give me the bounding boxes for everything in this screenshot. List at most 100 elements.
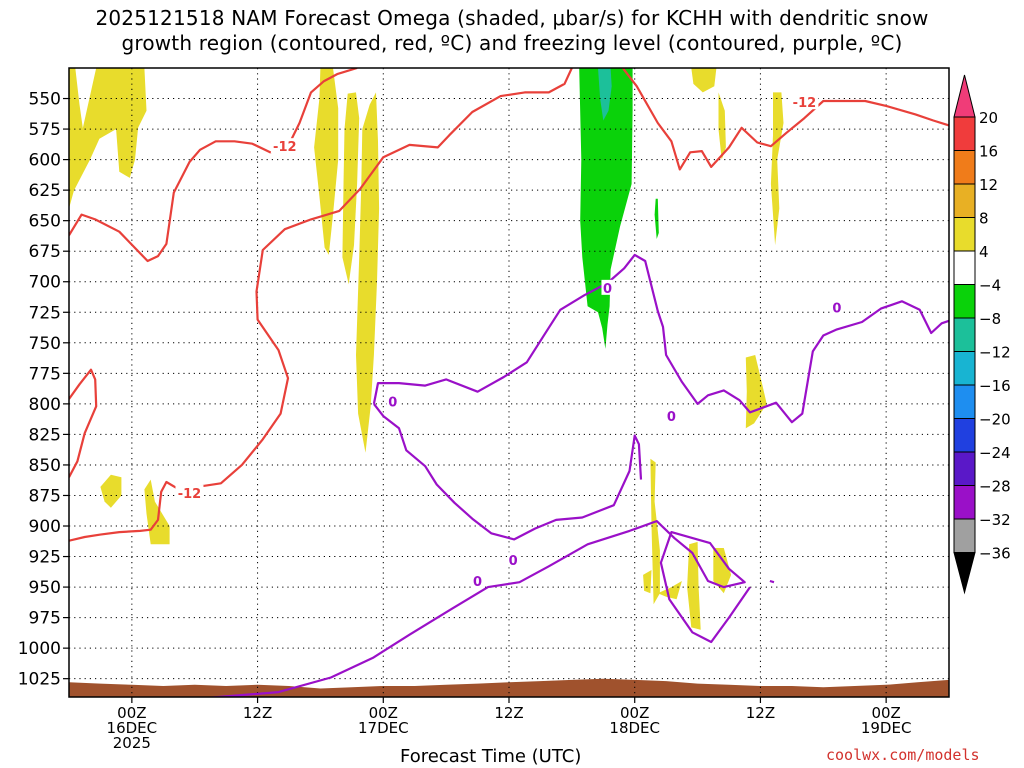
y-tick-label-625: 625 [29, 181, 61, 201]
dgz-contour-3 [635, 47, 693, 67]
y-tick-label-950: 950 [29, 578, 61, 598]
freezing-level-contour-2 [373, 403, 643, 541]
colorbar-label-8: −16 [979, 377, 1011, 395]
dgz-contour-label-0-bg [270, 138, 299, 154]
colorbar-swatch-6 [953, 317, 976, 352]
colorbar-swatch-1 [953, 150, 976, 185]
y-tick-label-725: 725 [29, 303, 61, 323]
y-tick-label-575: 575 [29, 120, 61, 140]
dgz-contour-label-1-bg [175, 485, 204, 501]
freezing-contour-label-5: 0 [832, 301, 841, 316]
x-tick-label-24-0: 00Z [369, 704, 398, 722]
freezing-contour-label-5-bg [830, 299, 843, 315]
x-tick-label-48-1: 18DEC [609, 719, 660, 737]
y-tick-label-675: 675 [29, 242, 61, 262]
omega-shade-region-5 [100, 474, 122, 508]
omega-shade-region-9 [770, 92, 784, 246]
chart-title-line1: 2025121518 NAM Forecast Omega (shaded, μ… [95, 6, 929, 30]
colorbar-swatch-5 [953, 284, 976, 319]
omega-shade-region-10 [745, 355, 767, 429]
y-tick-label-775: 775 [29, 364, 61, 384]
chart-title-line2: growth region (contoured, red, ºC) and f… [121, 31, 903, 55]
x-tick-label-24-1: 17DEC [358, 719, 409, 737]
dgz-contour-1 [69, 368, 98, 478]
dgz-contour-label-0: -12 [273, 140, 297, 155]
colorbar-label-9: −20 [979, 411, 1011, 429]
omega-shade-region-15 [643, 570, 652, 594]
omega-shade-region-7 [691, 68, 717, 93]
y-tick-label-650: 650 [29, 212, 61, 232]
freezing-contour-label-3-bg [471, 572, 484, 588]
colorbar-label-11: −28 [979, 478, 1011, 496]
freezing-contour-label-2: 0 [509, 554, 518, 569]
x-tick-label-60-0: 12Z [746, 704, 775, 722]
y-tick-label-875: 875 [29, 486, 61, 506]
omega-shade-region-11 [650, 458, 660, 605]
omega-shade-region-6 [144, 479, 170, 545]
freezing-contour-label-3: 0 [473, 575, 482, 590]
x-tick-label-72-0: 00Z [871, 704, 900, 722]
y-tick-label-700: 700 [29, 273, 61, 293]
colorbar-swatch-8 [953, 384, 976, 419]
colorbar-swatch-4 [953, 250, 976, 285]
dgz-contour-label-2-bg [790, 94, 819, 110]
colorbar-label-12: −32 [979, 511, 1011, 529]
freezing-contour-label-0-bg [601, 279, 614, 295]
colorbar-label-10: −24 [979, 444, 1011, 462]
colorbar-swatch-2 [953, 183, 976, 218]
y-tick-label-925: 925 [29, 548, 61, 568]
gridlines [69, 68, 949, 697]
y-tick-label-600: 600 [29, 151, 61, 171]
freezing-level-contour-3 [769, 579, 775, 584]
colorbar-swatch-12 [953, 518, 976, 553]
omega-shade-region-3 [342, 92, 360, 285]
colorbar-label-7: −12 [979, 344, 1011, 362]
omega-colorbar: 20 16 12 8 4 −4 −8 −12 −16 −20 −24 −28 −32 −36 [953, 74, 1011, 595]
y-axis-ticks: 550 575 600 625 650 675 700 725 750 775 800 825 850 8… [18, 90, 69, 690]
freezing-level-contour-1 [372, 253, 949, 424]
colorbar-label-4: 4 [979, 243, 989, 261]
colorbar-bottom-arrow [953, 552, 976, 595]
y-tick-label-750: 750 [29, 334, 61, 354]
dgz-contour-label-1: -12 [178, 487, 202, 502]
x-tick-label-36-0: 12Z [494, 704, 523, 722]
omega-shade-region-14 [713, 548, 732, 594]
colorbar-swatch-10 [953, 451, 976, 486]
omega-shade-region-13 [657, 581, 682, 600]
freezing-contour-label-1: 0 [388, 395, 397, 410]
y-tick-label-975: 975 [29, 609, 61, 629]
site-credit: coolwx.com/models [826, 746, 980, 764]
omega-shade-region-2 [314, 68, 339, 255]
contour-layer [69, 47, 949, 697]
colorbar-label-2: 12 [979, 176, 998, 194]
omega-shade-region-4 [356, 92, 380, 453]
freezing-level-contour-0 [204, 519, 751, 697]
dgz-contour-label-2: -12 [793, 96, 817, 111]
contour-labels: -12 -12 -12 0 0 0 0 0 0 [175, 94, 843, 590]
y-tick-label-1000: 1000 [18, 639, 61, 659]
colorbar-label-1: 16 [979, 143, 998, 161]
colorbar-label-13: −36 [979, 545, 1011, 563]
colorbar-swatch-0 [953, 116, 976, 151]
omega-shade-region-18 [654, 198, 659, 239]
colorbar-label-5: −4 [979, 277, 1001, 295]
colorbar-swatch-9 [953, 418, 976, 453]
freezing-contour-label-1-bg [386, 393, 399, 409]
x-tick-label-0-1: 16DEC [107, 719, 158, 737]
x-tick-label-0-0: 00Z [117, 704, 146, 722]
colorbar-label-0: 20 [979, 109, 998, 127]
y-tick-label-1025: 1025 [18, 670, 61, 690]
x-tick-label-48-0: 00Z [620, 704, 649, 722]
x-tick-label-12-0: 12Z [243, 704, 272, 722]
y-tick-label-900: 900 [29, 517, 61, 537]
omega-shade-region-17 [598, 68, 612, 121]
x-tick-label-0-2: 2025 [113, 734, 151, 752]
x-tick-label-72-1: 19DEC [861, 719, 912, 737]
y-tick-label-850: 850 [29, 456, 61, 476]
colorbar-label-3: 8 [979, 210, 989, 228]
freezing-contour-label-2-bg [507, 552, 520, 568]
x-axis-label: Forecast Time (UTC) [400, 746, 582, 767]
colorbar-swatch-11 [953, 485, 976, 520]
